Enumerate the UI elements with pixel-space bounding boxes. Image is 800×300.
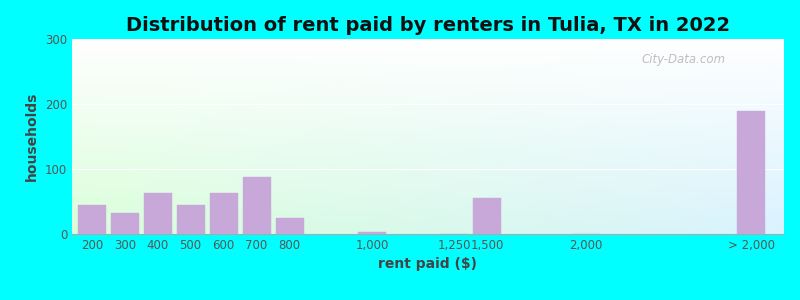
Bar — [275, 218, 303, 234]
X-axis label: rent paid ($): rent paid ($) — [378, 257, 478, 272]
Bar — [737, 110, 765, 234]
Bar — [78, 205, 106, 234]
Bar — [242, 177, 270, 234]
Y-axis label: households: households — [26, 92, 39, 181]
Bar — [110, 212, 138, 234]
Title: Distribution of rent paid by renters in Tulia, TX in 2022: Distribution of rent paid by renters in … — [126, 16, 730, 35]
Bar — [210, 193, 238, 234]
Text: City-Data.com: City-Data.com — [642, 52, 726, 66]
Bar — [358, 232, 386, 234]
Bar — [144, 193, 172, 234]
Bar — [177, 205, 205, 234]
Bar — [474, 198, 502, 234]
